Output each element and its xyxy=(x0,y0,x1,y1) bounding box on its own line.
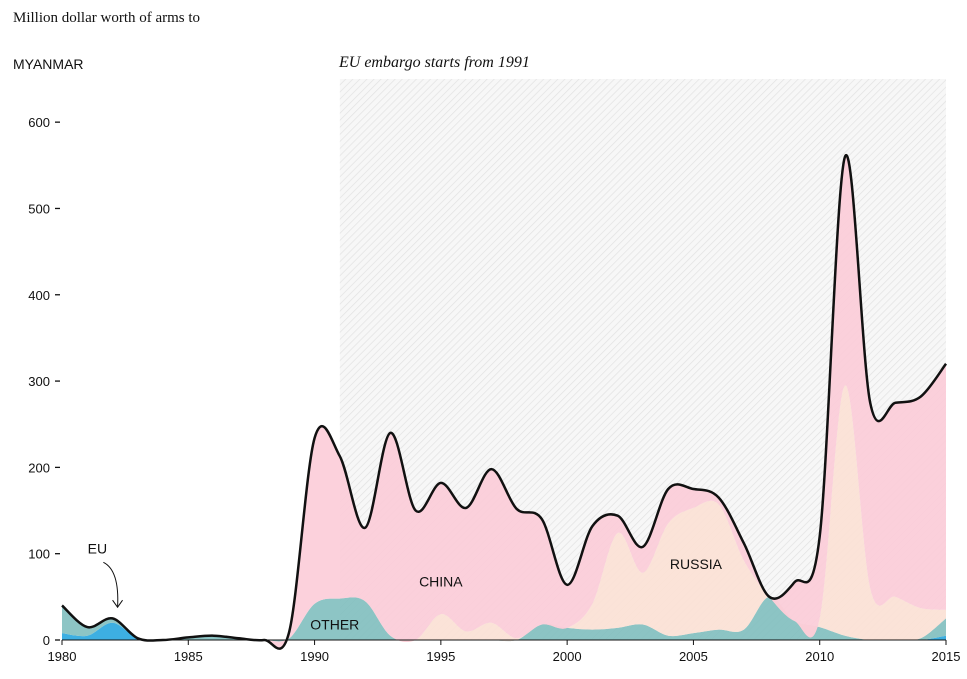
x-tick-label: 2000 xyxy=(553,649,582,664)
x-tick-label: 2010 xyxy=(805,649,834,664)
x-tick-label: 1985 xyxy=(174,649,203,664)
total-line xyxy=(61,153,948,650)
x-tick-label: 1990 xyxy=(300,649,329,664)
country-label: MYANMAR xyxy=(13,56,84,72)
y-tick-label: 300 xyxy=(28,374,50,389)
y-tick-label: 500 xyxy=(28,201,50,216)
series-area-other xyxy=(62,596,946,642)
chart-title: Million dollar worth of arms to xyxy=(13,10,201,26)
series-area-china xyxy=(62,155,946,649)
x-tick-label: 2015 xyxy=(932,649,961,664)
x-tick-label: 1980 xyxy=(48,649,77,664)
series-label-russia: RUSSIA xyxy=(670,556,723,572)
series-area-russia xyxy=(62,385,946,642)
y-tick-label: 200 xyxy=(28,460,50,475)
eu-arrow xyxy=(103,561,119,608)
y-tick-label: 400 xyxy=(28,288,50,303)
x-tick-label: 2005 xyxy=(679,649,708,664)
x-tick-label: 1995 xyxy=(426,649,455,664)
series-label-china: CHINA xyxy=(419,573,463,589)
y-tick-label: 600 xyxy=(28,115,50,130)
y-tick-label: 100 xyxy=(28,547,50,562)
eu-arrowhead xyxy=(112,599,123,609)
series-label-other: OTHER xyxy=(310,617,359,633)
series-label-eu: EU xyxy=(88,541,107,557)
y-tick-label: 0 xyxy=(43,633,50,648)
embargo-annotation: EU embargo starts from 1991 xyxy=(339,54,530,71)
